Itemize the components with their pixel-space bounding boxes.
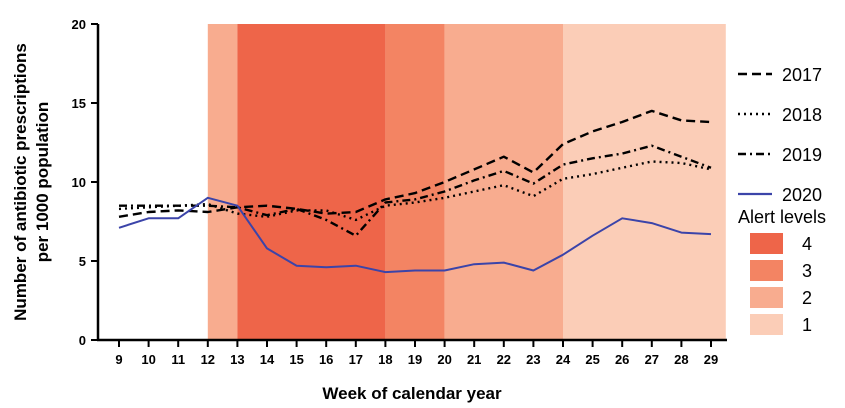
legend-label-2020: 2020	[782, 185, 822, 205]
alert-legend-label-2: 2	[802, 288, 812, 308]
x-tick-label: 26	[615, 352, 629, 367]
x-tick-label: 29	[704, 352, 718, 367]
x-tick-label: 12	[201, 352, 215, 367]
x-tick-label: 17	[349, 352, 363, 367]
x-tick-label: 20	[437, 352, 451, 367]
alert-legend-label-4: 4	[802, 234, 812, 254]
x-tick-label: 19	[408, 352, 422, 367]
y-tick-label: 10	[72, 175, 86, 190]
x-tick-label: 10	[141, 352, 155, 367]
alert-legend-swatch-1	[750, 314, 783, 335]
x-tick-label: 18	[378, 352, 392, 367]
alert-legend-label-1: 1	[802, 315, 812, 335]
alert-legend-swatch-2	[750, 287, 783, 308]
x-axis-title: Week of calendar year	[322, 384, 502, 403]
x-tick-label: 21	[467, 352, 481, 367]
series-line-2019	[119, 144, 712, 237]
alert-level-bands	[207, 24, 726, 340]
alert-band-level-4	[237, 24, 386, 340]
x-tick-label: 16	[319, 352, 333, 367]
alert-legend-title: Alert levels	[738, 207, 826, 227]
y-tick-label: 5	[79, 254, 86, 269]
alert-band-level-3	[385, 24, 445, 340]
x-tick-label: 9	[115, 352, 122, 367]
y-tick-label: 0	[79, 333, 86, 348]
x-tick-label: 11	[171, 352, 185, 367]
alert-legend-label-3: 3	[802, 261, 812, 281]
y-axis-title-line-1: Number of antibiotic prescriptions	[11, 43, 30, 321]
alert-band-level-2	[207, 24, 238, 340]
x-tick-label: 14	[260, 352, 275, 367]
legend-label-2018: 2018	[782, 105, 822, 125]
x-tick-label: 15	[289, 352, 303, 367]
y-axis-title: Number of antibiotic prescriptions per 1…	[11, 43, 52, 321]
x-tick-label: 22	[497, 352, 511, 367]
x-tick-label: 25	[585, 352, 599, 367]
alert-legend-swatch-3	[750, 260, 783, 281]
y-tick-label: 20	[72, 17, 86, 32]
alert-band-level-2	[444, 24, 563, 340]
series-lines	[118, 109, 712, 274]
legend-label-2019: 2019	[782, 145, 822, 165]
x-tick-label: 13	[230, 352, 244, 367]
alert-band-level-1	[563, 24, 726, 340]
axis-ticks: 0 5 10 15 20 9 10 11 12 13 14 15 16 17 18 19 20 21 22 23 24 2…	[72, 17, 719, 367]
y-tick-label: 15	[72, 96, 86, 111]
series-line-2020	[118, 196, 712, 274]
y-axis-title-line-2: per 1000 population	[33, 102, 52, 263]
x-tick-label: 28	[674, 352, 688, 367]
x-tick-label: 24	[556, 352, 571, 367]
series-line-2017	[118, 109, 712, 218]
legend-label-2017: 2017	[782, 65, 822, 85]
x-tick-label: 23	[526, 352, 540, 367]
alert-legend-swatch-4	[750, 233, 783, 254]
x-tick-label: 27	[645, 352, 659, 367]
